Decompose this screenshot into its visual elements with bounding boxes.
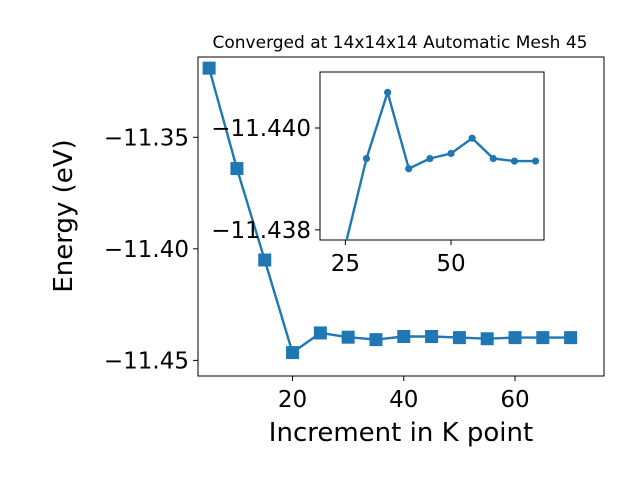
main-chart: 20 40 60 −11.35 −11.40 −11.45 — [104, 56, 605, 413]
main-plot-frame — [197, 56, 605, 377]
chart-title: Converged at 14x14x14 Automatic Mesh 45 — [213, 33, 588, 53]
main-data-point — [230, 162, 244, 176]
inset-plot-frame — [319, 71, 545, 241]
main-y-tick-label: −11.40 — [104, 237, 189, 263]
main-y-tick-label: −11.35 — [104, 125, 189, 151]
main-data-point — [508, 331, 522, 345]
inset-x-tick-label: 25 — [331, 251, 360, 277]
main-data-point — [425, 330, 439, 344]
inset-x-tick-label: 50 — [436, 251, 465, 277]
main-data-point — [202, 61, 216, 75]
inset-data-point — [362, 154, 371, 163]
main-y-tick-label: −11.45 — [104, 348, 189, 374]
inset-y-tick-label: −11.438 — [211, 218, 311, 244]
main-data-point — [341, 330, 355, 344]
main-x-tick-label: 60 — [500, 387, 529, 413]
main-x-tick-label: 20 — [278, 387, 307, 413]
inset-data-point — [405, 165, 413, 173]
main-data-point — [564, 331, 578, 345]
main-data-point — [536, 331, 550, 345]
inset-axes: 25 50 −11.440 −11.438 — [211, 116, 465, 277]
y-axis-label: Energy (eV) — [49, 139, 79, 292]
inset-data-point — [447, 149, 455, 158]
main-data-point — [313, 326, 327, 340]
inset-data-point — [510, 157, 519, 165]
main-series — [202, 61, 578, 360]
main-axes: 20 40 60 −11.35 −11.40 −11.45 — [104, 125, 530, 413]
main-data-point — [258, 253, 272, 267]
inset-data-point — [531, 157, 540, 165]
inset-data-point — [426, 154, 434, 163]
inset-y-tick-label: −11.440 — [211, 116, 311, 142]
inset-data-point — [384, 88, 392, 96]
main-data-point — [369, 333, 383, 347]
inset-series — [345, 88, 540, 240]
inset-series-line — [345, 91, 536, 240]
inset-data-point — [468, 134, 476, 142]
main-data-point — [452, 331, 466, 345]
main-data-point — [286, 346, 300, 360]
inset-chart: 25 50 −11.440 −11.438 — [211, 71, 545, 277]
main-x-tick-label: 40 — [389, 387, 418, 413]
x-axis-label: Increment in K point — [269, 418, 533, 448]
main-data-point — [397, 330, 411, 344]
main-data-point — [480, 332, 494, 346]
inset-data-point — [489, 154, 497, 163]
